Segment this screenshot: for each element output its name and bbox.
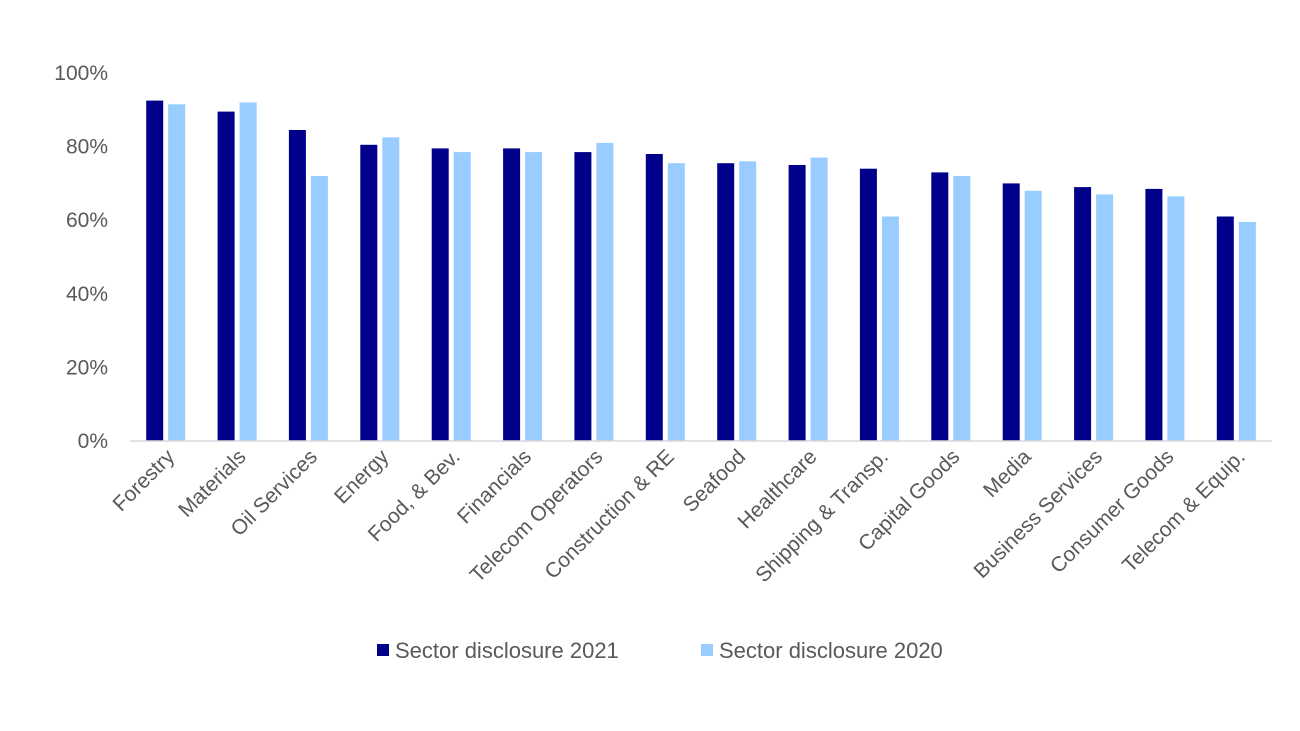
bar-2020 bbox=[810, 157, 828, 441]
bar-2021 bbox=[1074, 187, 1092, 441]
bars bbox=[146, 100, 1256, 442]
bar-2020 bbox=[596, 142, 614, 441]
y-tick-label: 60% bbox=[66, 209, 108, 232]
bar-2021 bbox=[717, 163, 735, 441]
x-tick-label: Seafood bbox=[679, 445, 751, 517]
bar-2021 bbox=[360, 144, 378, 442]
bar-2021 bbox=[146, 100, 164, 441]
bar-2020 bbox=[667, 163, 685, 441]
y-tick-label: 80% bbox=[66, 136, 108, 159]
bar-2021 bbox=[859, 168, 877, 441]
bar-2020 bbox=[310, 176, 328, 441]
bar-2020 bbox=[1238, 222, 1256, 441]
bar-2020 bbox=[453, 152, 471, 441]
bar-2020 bbox=[881, 216, 899, 441]
y-tick-label: 20% bbox=[66, 356, 108, 379]
bar-2021 bbox=[431, 148, 449, 441]
y-tick-label: 0% bbox=[78, 430, 108, 453]
x-tick-label: Media bbox=[979, 445, 1036, 502]
x-tick-label: Business Services bbox=[970, 445, 1108, 583]
bar-2021 bbox=[645, 154, 663, 441]
y-tick-label: 100% bbox=[54, 62, 108, 85]
bar-2021 bbox=[1216, 216, 1234, 441]
bar-2020 bbox=[1167, 196, 1185, 441]
bar-2020 bbox=[382, 137, 400, 441]
bar-2020 bbox=[1024, 190, 1042, 441]
x-tick-label: Shipping & Transp. bbox=[751, 445, 893, 587]
x-tick-label: Construction & RE bbox=[540, 445, 678, 583]
x-tick-label: Forestry bbox=[109, 445, 180, 516]
y-tick-label: 40% bbox=[66, 283, 108, 306]
bar-2020 bbox=[739, 161, 757, 442]
bar-2020 bbox=[168, 104, 186, 442]
legend-label: Sector disclosure 2021 bbox=[395, 638, 619, 663]
x-tick-label: Consumer Goods bbox=[1046, 445, 1179, 578]
bar-2021 bbox=[217, 111, 235, 441]
bar-2021 bbox=[288, 130, 306, 441]
legend: Sector disclosure 2021 Sector disclosure … bbox=[377, 638, 943, 663]
bar-2020 bbox=[525, 152, 543, 441]
bar-2021 bbox=[574, 152, 592, 441]
x-tick-label: Telecom & Equip. bbox=[1118, 445, 1250, 577]
x-tick-label: Materials bbox=[174, 445, 251, 522]
bar-2021 bbox=[503, 148, 521, 441]
x-tick-label: Telecom Operators bbox=[466, 445, 608, 587]
x-tick-label: Energy bbox=[330, 445, 394, 509]
bar-2021 bbox=[788, 165, 806, 441]
legend-label: Sector disclosure 2020 bbox=[719, 638, 943, 663]
bar-2020 bbox=[1096, 194, 1114, 441]
bar-2020 bbox=[953, 176, 971, 441]
bar-2021 bbox=[1145, 188, 1163, 441]
legend-swatch bbox=[377, 644, 389, 656]
y-axis: 0% 20% 40% 60% 80% 100% bbox=[54, 62, 108, 453]
legend-swatch bbox=[701, 644, 713, 656]
bar-2021 bbox=[931, 172, 949, 441]
bar-2020 bbox=[239, 102, 257, 442]
bar-2021 bbox=[1002, 183, 1020, 441]
